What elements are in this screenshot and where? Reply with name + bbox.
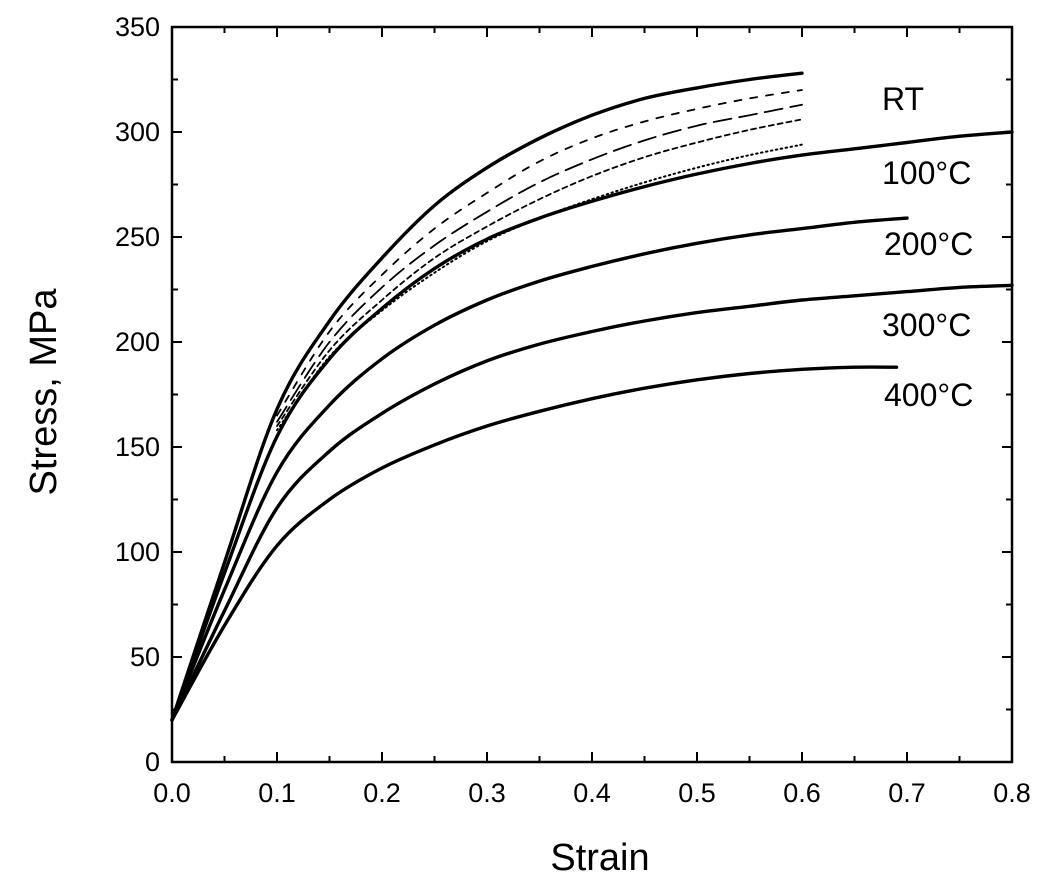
curve-dashed-2 xyxy=(276,103,803,423)
y-tick-label: 350 xyxy=(115,12,160,42)
curves xyxy=(170,71,1014,722)
y-tick-label: 100 xyxy=(115,537,160,567)
y-tick-label: 50 xyxy=(130,642,160,672)
curve-label-100c: 100°C xyxy=(882,155,971,191)
x-tick-label: 0.0 xyxy=(153,778,191,808)
curve-300c xyxy=(170,283,1014,722)
x-tick-label: 0.7 xyxy=(888,778,926,808)
curve-100c xyxy=(170,130,1014,722)
curve-labels: RT 100°C 200°C 300°C 400°C xyxy=(882,81,973,413)
x-tick-label: 0.8 xyxy=(993,778,1031,808)
y-tick-label: 300 xyxy=(115,117,160,147)
y-tick-label: 250 xyxy=(115,222,160,252)
x-axis-title: Strain xyxy=(550,837,649,879)
x-tick-label: 0.2 xyxy=(363,778,401,808)
y-axis-title: Stress, MPa xyxy=(23,288,65,496)
y-tick-label: 150 xyxy=(115,432,160,462)
tick-labels: 0.0 0.1 0.2 0.3 0.4 0.5 0.6 0.7 0.8 0 50 100 150 200 2… xyxy=(115,12,1031,808)
x-tick-label: 0.5 xyxy=(678,778,716,808)
curve-rt xyxy=(170,71,804,722)
y-tick-label: 0 xyxy=(145,747,160,777)
x-tick-label: 0.3 xyxy=(468,778,506,808)
x-tick-label: 0.6 xyxy=(783,778,821,808)
curve-label-400c: 400°C xyxy=(884,377,973,413)
curve-dashed-1 xyxy=(276,89,803,417)
curve-200c xyxy=(170,216,909,722)
curve-dashed-3 xyxy=(276,118,803,427)
curve-label-300c: 300°C xyxy=(882,307,971,343)
x-tick-label: 0.1 xyxy=(258,778,296,808)
x-tick-label: 0.4 xyxy=(573,778,611,808)
curve-label-rt: RT xyxy=(882,81,924,117)
curve-label-200c: 200°C xyxy=(884,226,973,262)
curve-400c xyxy=(170,365,899,722)
y-tick-label: 200 xyxy=(115,327,160,357)
